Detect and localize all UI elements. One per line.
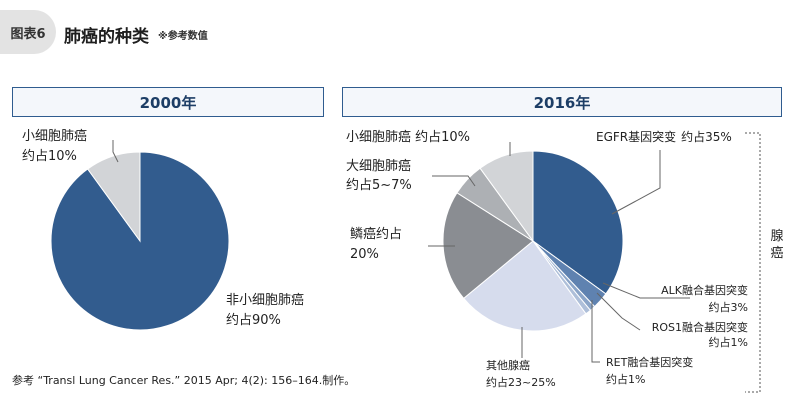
label-nsclc-2000: 非小细胞肺癌 <box>226 292 304 308</box>
label-squamous: 鳞癌约占 <box>350 226 402 242</box>
figure-title: 肺癌的种类 <box>64 27 149 47</box>
value-ret: 约占1% <box>606 372 645 386</box>
value-other-adeno: 约占23~25% <box>486 375 556 389</box>
value-small-cell-2000: 约占10% <box>22 149 77 164</box>
leader-line-alk <box>602 282 690 299</box>
label-egfr: EGFR基因突变 约占35% <box>596 129 732 144</box>
figure-header: 图表6 肺癌的种类 ※参考数值 <box>0 0 790 60</box>
label-alk: ALK融合基因突变 <box>661 283 748 297</box>
value-alk: 约占3% <box>709 300 748 314</box>
pie-2016 <box>442 150 624 332</box>
leader-line-small-cell-2000 <box>112 140 119 163</box>
pie-2000 <box>50 151 230 331</box>
figure-badge: 图表6 <box>0 10 56 54</box>
leader-line-ret <box>591 300 600 363</box>
slice-labels: 小细胞肺癌 约占10% 非小细胞肺癌 约占90% EGFR基因突变 约占35% A… <box>22 128 784 389</box>
value-squamous: 20% <box>350 247 379 262</box>
pie-2016-slice-7 <box>479 150 534 243</box>
label-small-cell-2000: 小细胞肺癌 <box>22 128 87 144</box>
leader-line-egfr <box>611 150 661 215</box>
label-leaders <box>112 132 761 393</box>
leader-line-large-cell <box>432 175 476 187</box>
label-small-cell-2016: 小细胞肺癌 约占10% <box>346 129 470 145</box>
label-ret: RET融合基因突变 <box>606 355 693 369</box>
value-ros1: 约占1% <box>709 335 748 349</box>
label-other-adeno: 其他腺癌 <box>486 358 530 372</box>
value-large-cell: 约占5~7% <box>346 178 412 193</box>
pie-2016-slice-0 <box>532 150 624 295</box>
pie-2000-slice-1 <box>86 151 141 243</box>
pie-2016-slice-5 <box>442 192 534 300</box>
adeno-bracket <box>745 132 761 393</box>
label-large-cell: 大细胞肺癌 <box>346 158 411 174</box>
label-ros1: ROS1融合基因突变 <box>652 320 748 334</box>
panel-title-2016: 2016年 <box>342 87 782 117</box>
leader-line-ros1 <box>596 292 641 331</box>
figure-note: ※参考数值 <box>158 31 208 42</box>
panel-title-2000: 2000年 <box>12 87 324 117</box>
source-note: 参考 “Transl Lung Cancer Res.” 2015 Apr; 4… <box>12 374 356 387</box>
value-nsclc-2000: 约占90% <box>226 313 281 328</box>
adeno-group-label: 腺癌 <box>770 229 783 261</box>
